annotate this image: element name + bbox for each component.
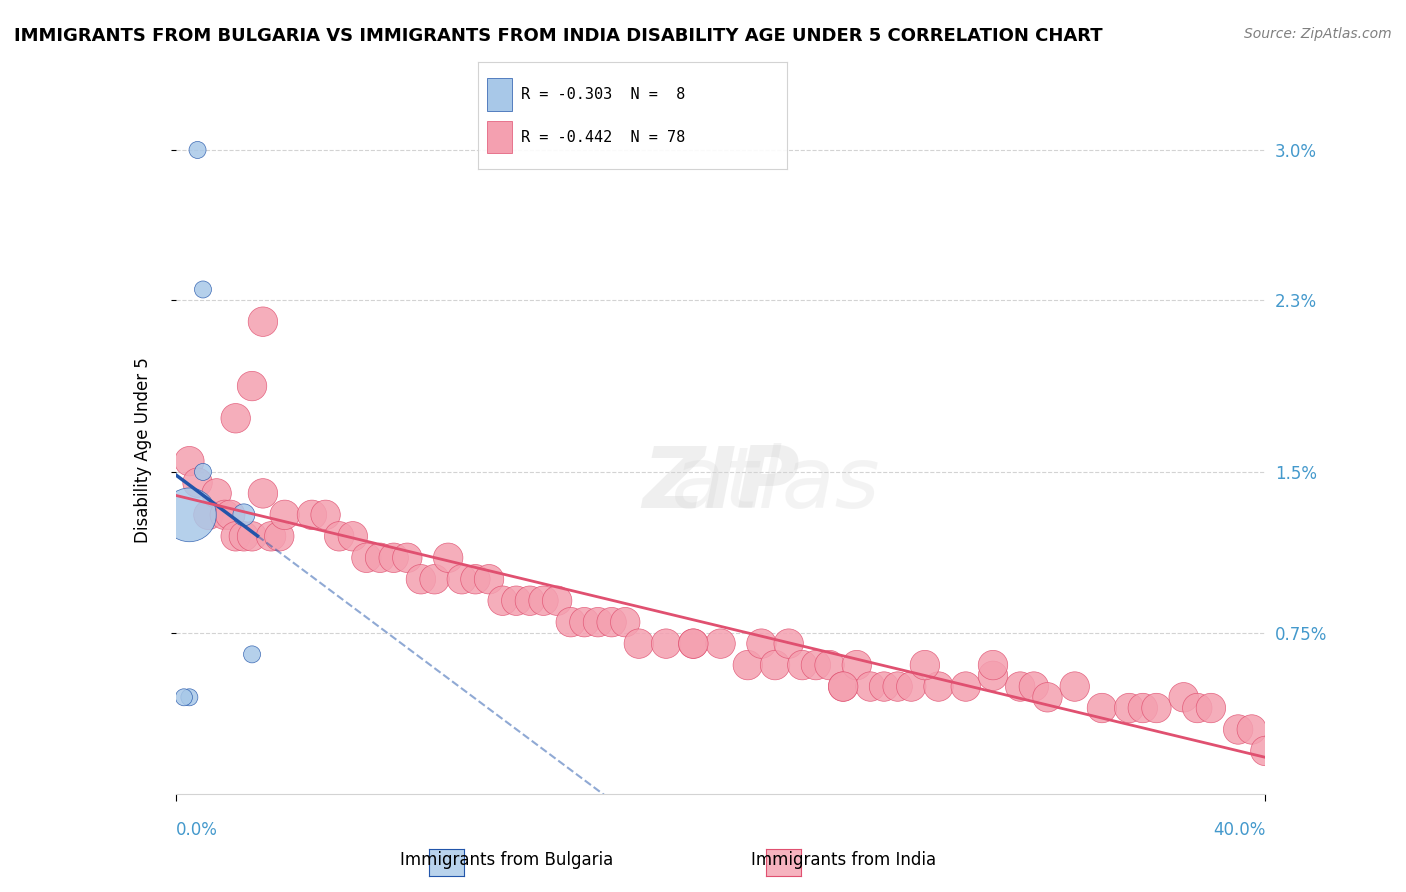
Point xyxy=(1036,690,1059,705)
Point xyxy=(1144,701,1167,715)
Point xyxy=(751,637,773,651)
Point xyxy=(301,508,323,522)
Point xyxy=(232,529,254,543)
Text: Source: ZipAtlas.com: Source: ZipAtlas.com xyxy=(1244,27,1392,41)
Point xyxy=(315,508,337,522)
Point xyxy=(981,669,1004,683)
Point xyxy=(225,529,247,543)
Point xyxy=(900,680,922,694)
Point xyxy=(1132,701,1154,715)
Point xyxy=(382,550,405,565)
Point xyxy=(437,550,460,565)
Point xyxy=(763,658,786,673)
Point xyxy=(1187,701,1209,715)
Point xyxy=(179,690,201,705)
Point xyxy=(269,529,291,543)
Point xyxy=(342,529,364,543)
Point xyxy=(186,475,209,490)
Y-axis label: Disability Age Under 5: Disability Age Under 5 xyxy=(134,358,152,543)
Point xyxy=(478,572,501,586)
Point xyxy=(804,658,827,673)
Point xyxy=(586,615,609,630)
Point xyxy=(1010,680,1032,694)
Point xyxy=(914,658,936,673)
Point xyxy=(928,680,950,694)
Point xyxy=(655,637,678,651)
Point xyxy=(191,283,214,297)
Point xyxy=(1199,701,1222,715)
Point xyxy=(274,508,297,522)
Point xyxy=(219,508,242,522)
Text: R = -0.442  N = 78: R = -0.442 N = 78 xyxy=(522,130,686,145)
Point xyxy=(1173,690,1195,705)
Point xyxy=(845,658,868,673)
Point xyxy=(179,454,201,468)
Point xyxy=(1022,680,1045,694)
Point xyxy=(179,508,201,522)
Point xyxy=(186,143,209,157)
Point xyxy=(832,680,855,694)
Point xyxy=(240,379,263,393)
Point xyxy=(368,550,391,565)
Text: Immigrants from India: Immigrants from India xyxy=(751,851,936,869)
Point xyxy=(682,637,704,651)
Point xyxy=(356,550,378,565)
Point xyxy=(682,637,704,651)
Point xyxy=(560,615,582,630)
Point xyxy=(252,315,274,329)
Point xyxy=(981,658,1004,673)
Point xyxy=(574,615,596,630)
Point xyxy=(737,658,759,673)
Point xyxy=(627,637,650,651)
Point xyxy=(533,593,555,607)
Point xyxy=(614,615,637,630)
Point xyxy=(240,648,263,662)
Text: R = -0.303  N =  8: R = -0.303 N = 8 xyxy=(522,87,686,102)
Point xyxy=(232,508,254,522)
Point xyxy=(710,637,733,651)
Point xyxy=(1063,680,1085,694)
Point xyxy=(450,572,472,586)
Point xyxy=(778,637,800,651)
Point xyxy=(832,680,855,694)
Point xyxy=(396,550,419,565)
Point xyxy=(173,690,195,705)
Point xyxy=(546,593,568,607)
Point xyxy=(1227,723,1250,737)
Point xyxy=(792,658,814,673)
Point xyxy=(197,508,219,522)
Point xyxy=(464,572,486,586)
Bar xyxy=(488,121,512,153)
Point xyxy=(1254,744,1277,758)
Text: 40.0%: 40.0% xyxy=(1213,822,1265,839)
Point xyxy=(519,593,541,607)
Point xyxy=(205,486,228,500)
Point xyxy=(492,593,515,607)
Text: IMMIGRANTS FROM BULGARIA VS IMMIGRANTS FROM INDIA DISABILITY AGE UNDER 5 CORRELA: IMMIGRANTS FROM BULGARIA VS IMMIGRANTS F… xyxy=(14,27,1102,45)
Point xyxy=(191,465,214,479)
Point xyxy=(600,615,623,630)
Point xyxy=(409,572,432,586)
Point xyxy=(214,508,236,522)
Point xyxy=(1091,701,1114,715)
Point xyxy=(240,529,263,543)
Point xyxy=(955,680,977,694)
Point xyxy=(505,593,527,607)
Point xyxy=(818,658,841,673)
Point xyxy=(859,680,882,694)
Text: 0.0%: 0.0% xyxy=(176,822,218,839)
Text: Immigrants from Bulgaria: Immigrants from Bulgaria xyxy=(399,851,613,869)
Text: ZIP: ZIP xyxy=(641,443,800,526)
Point xyxy=(260,529,283,543)
Point xyxy=(225,411,247,425)
Point xyxy=(886,680,908,694)
Bar xyxy=(488,78,512,111)
Point xyxy=(423,572,446,586)
Point xyxy=(1118,701,1140,715)
Point xyxy=(252,486,274,500)
Point xyxy=(328,529,350,543)
Text: atlas: atlas xyxy=(562,443,879,526)
Point xyxy=(873,680,896,694)
Point xyxy=(1240,723,1263,737)
